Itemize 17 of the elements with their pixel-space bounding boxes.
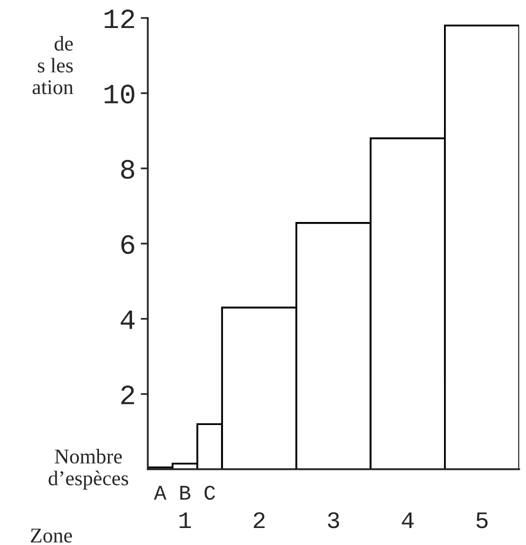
x-tick-label: 3 — [328, 512, 340, 528]
y-tick-label: 6 — [121, 235, 134, 254]
text: Nombre d’espèces — [48, 448, 128, 490]
y-axis-title: de s les ation — [32, 36, 74, 94]
x-tick-label: 2 — [254, 512, 265, 528]
x-axis-title: Zone — [30, 528, 72, 543]
series-label: A — [154, 486, 166, 500]
x-tick-label: 5 — [476, 512, 488, 528]
series-label: C — [204, 486, 216, 500]
y-tick-label: 10 — [104, 84, 134, 104]
x-tick-label: 4 — [402, 512, 414, 528]
y-tick-label: 12 — [104, 9, 134, 28]
y-tick-label: 8 — [121, 160, 134, 179]
series-label: B — [180, 486, 190, 500]
x-tick-label: 1 — [180, 512, 191, 528]
y-tick-label: 4 — [120, 310, 135, 329]
y-tick-label: 2 — [121, 386, 134, 404]
